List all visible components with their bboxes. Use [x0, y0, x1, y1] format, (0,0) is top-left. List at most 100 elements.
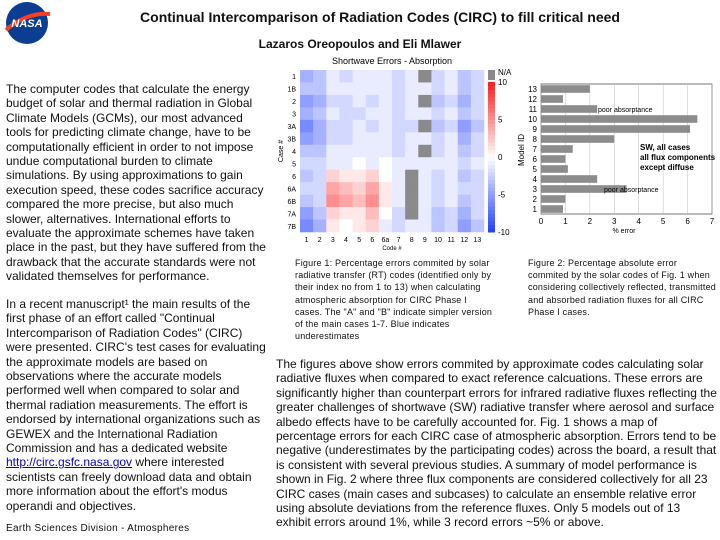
heat-cell — [352, 132, 367, 146]
colorbar-tick-label: 5 — [498, 116, 503, 125]
heat-cell — [431, 219, 445, 233]
heat-cell — [339, 194, 353, 208]
y-tick-label: 8 — [533, 135, 538, 144]
heat-cell — [300, 194, 314, 208]
heat-cell — [431, 70, 445, 83]
heat-cell — [444, 207, 459, 220]
heat-cell — [457, 107, 472, 121]
colorbar-step — [488, 134, 495, 139]
colorbar-tick-label: 10 — [498, 78, 507, 87]
heat-cell — [313, 70, 327, 83]
colorbar-step — [488, 183, 495, 188]
heat-cell — [352, 207, 367, 220]
logo-text: NASA — [11, 18, 42, 30]
annotation: poor absorptance — [598, 107, 653, 114]
heat-cell — [392, 132, 406, 146]
heat-cell — [418, 70, 432, 83]
column-label: 6 — [370, 237, 374, 244]
paragraph: In a recent manuscript¹ the main results… — [6, 297, 268, 513]
column-label: 11 — [448, 237, 455, 244]
heat-cell — [352, 144, 367, 158]
colorbar-step — [488, 157, 495, 162]
footer: Earth Sciences Division - Atmospheres — [6, 523, 190, 534]
link[interactable]: http://circ.gsfc.nasa.gov — [6, 455, 133, 470]
heat-cell — [339, 219, 353, 233]
heat-cell — [392, 157, 406, 170]
figure-title: Shortwave Errors - Absorption — [332, 56, 452, 66]
colorbar-step — [488, 209, 495, 214]
colorbar-step — [488, 97, 495, 102]
bar — [541, 155, 566, 163]
heat-cell — [418, 219, 432, 233]
colorbar-step — [488, 194, 495, 199]
colorbar-na — [488, 70, 495, 80]
colorbar-step — [488, 145, 495, 150]
heat-cell — [352, 82, 367, 96]
heat-cell — [405, 119, 419, 133]
column-label: 10 — [434, 237, 442, 244]
annotation: SW, all cases — [640, 143, 691, 152]
heat-cell — [326, 119, 340, 133]
bar — [541, 205, 563, 213]
heat-cell — [339, 107, 353, 121]
heat-cell — [405, 82, 419, 96]
heat-cell — [365, 194, 380, 208]
heat-cell — [365, 107, 380, 121]
heat-cell — [431, 182, 445, 195]
heat-cell — [405, 169, 419, 183]
heat-cell — [457, 82, 472, 96]
heat-cell — [405, 70, 419, 83]
heat-cell — [313, 194, 327, 208]
bar — [541, 175, 598, 183]
heat-cell — [378, 132, 393, 146]
colorbar-step — [488, 115, 495, 120]
colorbar-step — [488, 220, 495, 225]
heat-cell — [352, 70, 367, 83]
row-label: 6A — [287, 186, 296, 193]
y-tick-label: 13 — [528, 85, 537, 94]
heat-cell — [444, 219, 459, 233]
heat-cell — [457, 144, 472, 158]
heat-cell — [300, 70, 314, 83]
paragraph: The figures above show errors commited b… — [276, 357, 717, 530]
axis-label: Model ID — [517, 134, 526, 166]
heat-cell — [300, 157, 314, 170]
heat-cell — [457, 94, 472, 108]
heat-cell — [378, 157, 393, 170]
row-label: 7B — [287, 224, 296, 231]
column-label: 6a — [382, 237, 390, 244]
colorbar-step — [488, 224, 495, 229]
x-tick-label: 6 — [685, 217, 690, 226]
heat-cell — [339, 157, 353, 170]
heat-cell — [378, 82, 393, 96]
heat-cell — [326, 182, 340, 195]
heat-cell — [392, 169, 406, 183]
y-tick-label: 9 — [533, 125, 538, 134]
heat-cell — [457, 219, 472, 233]
heat-cell — [405, 219, 419, 233]
y-tick-label: 5 — [533, 165, 538, 174]
axis-label: Code # — [382, 246, 402, 252]
heat-cell — [300, 144, 314, 158]
title: Continual Intercomparison of Radiation C… — [140, 9, 620, 25]
y-tick-label: 12 — [528, 95, 537, 104]
heat-cell — [352, 94, 367, 108]
heat-cell — [431, 157, 445, 170]
heat-cell — [392, 119, 406, 133]
heat-cell — [470, 132, 485, 146]
colorbar-tick-label: 0 — [498, 153, 503, 162]
heat-cell — [418, 157, 432, 170]
heat-cell — [444, 82, 459, 96]
heat-cell — [431, 144, 445, 158]
heat-cell — [313, 107, 327, 121]
colorbar-step — [488, 175, 495, 180]
heat-cell — [418, 182, 432, 195]
heat-cell — [444, 94, 459, 108]
row-label: 6B — [287, 199, 296, 206]
annotation: all flux components — [640, 153, 716, 162]
heat-cell — [352, 194, 367, 208]
text: In a recent manuscript¹ the main results… — [6, 297, 266, 456]
heat-cell — [326, 194, 340, 208]
heat-cell — [313, 132, 327, 146]
row-label: 6 — [292, 174, 296, 181]
